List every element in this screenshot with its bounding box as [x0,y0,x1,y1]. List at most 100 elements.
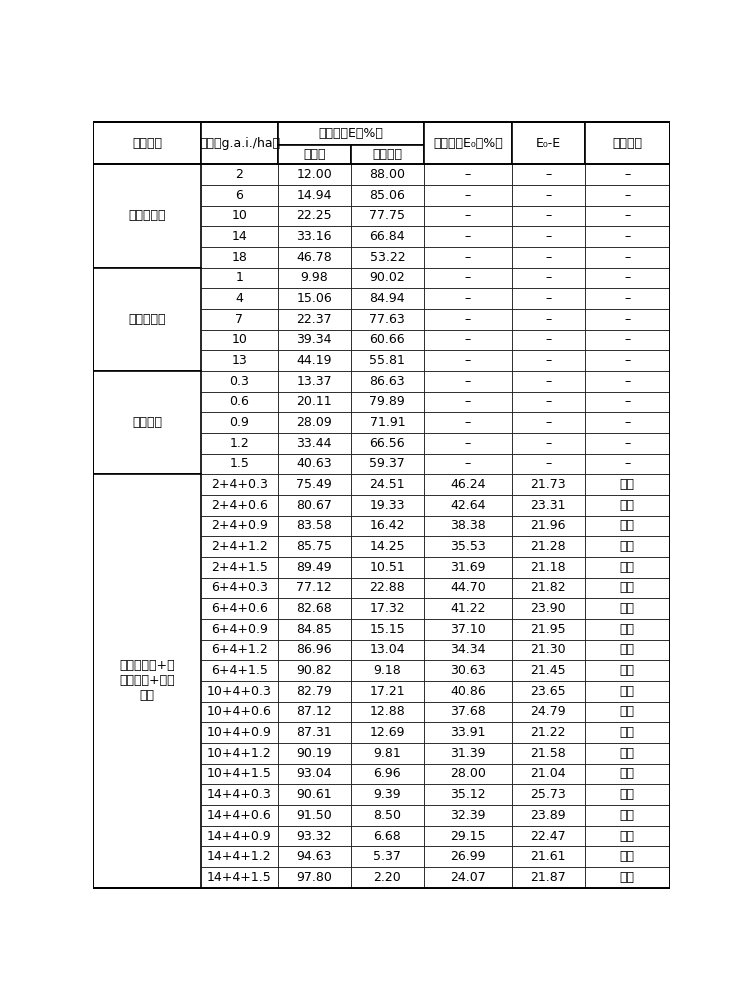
Text: 2+4+0.3: 2+4+0.3 [211,478,268,491]
Text: –: – [465,230,471,243]
Bar [278,226,350,247]
Text: 38.38: 38.38 [450,519,486,532]
Text: 87.12: 87.12 [296,705,332,718]
Bar [424,743,512,764]
Bar [424,867,512,888]
Bar [278,309,350,330]
Text: 增效: 增效 [620,767,635,780]
Bar [424,516,512,536]
Text: 13.37: 13.37 [296,375,332,388]
Bar [424,350,512,371]
Bar [424,309,512,330]
Bar [202,185,278,206]
Text: 2.20: 2.20 [373,871,401,884]
Text: 24.79: 24.79 [530,705,566,718]
Text: 增效: 增效 [620,499,635,512]
Text: 增效: 增效 [620,830,635,843]
Bar [202,454,278,474]
Text: 2+4+0.6: 2+4+0.6 [211,499,268,512]
Text: –: – [465,251,471,264]
Bar [278,784,350,805]
Bar [424,288,512,309]
Text: 21.87: 21.87 [530,871,566,884]
Bar [278,722,350,743]
Text: 10+4+0.9: 10+4+0.9 [207,726,272,739]
Text: 苯呃唆草酮: 苯呃唆草酮 [129,313,166,326]
Bar [202,805,278,826]
Bar [202,122,278,164]
Bar [424,764,512,784]
Text: 33.91: 33.91 [450,726,486,739]
Bar [512,206,585,226]
Text: –: – [465,375,471,388]
Text: 33.16: 33.16 [296,230,332,243]
Bar [202,330,278,350]
Text: 24.51: 24.51 [370,478,405,491]
Bar [350,867,424,888]
Text: 增效: 增效 [620,478,635,491]
Bar [424,474,512,495]
Text: 35.53: 35.53 [450,540,486,553]
Text: 增效: 增效 [620,850,635,863]
Text: 增效: 增效 [620,540,635,553]
Bar [278,371,350,392]
Bar [202,784,278,805]
Text: –: – [624,416,630,429]
Text: 21.95: 21.95 [530,623,566,636]
Bar [278,702,350,722]
Bar [512,764,585,784]
Bar [585,516,670,536]
Bar [202,206,278,226]
Text: 协同效应: 协同效应 [612,137,642,150]
Bar [202,578,278,598]
Text: 91.50: 91.50 [296,809,332,822]
Text: 1.2: 1.2 [230,437,249,450]
Bar [278,164,350,185]
Text: 14+4+0.3: 14+4+0.3 [207,788,272,801]
Text: –: – [624,375,630,388]
Text: 10.51: 10.51 [370,561,405,574]
Text: 21.22: 21.22 [530,726,566,739]
Bar [585,412,670,433]
Bar [585,867,670,888]
Text: 14+4+1.5: 14+4+1.5 [207,871,272,884]
Bar [585,619,670,640]
Text: 21.73: 21.73 [530,478,566,491]
Text: 14.25: 14.25 [370,540,405,553]
Bar [424,495,512,516]
Text: –: – [545,230,551,243]
Bar [585,598,670,619]
Bar [202,557,278,578]
Text: –: – [545,251,551,264]
Text: 94.63: 94.63 [296,850,332,863]
Bar [350,826,424,846]
Bar [424,598,512,619]
Text: 23.31: 23.31 [530,499,566,512]
Text: –: – [545,189,551,202]
Text: 6+4+0.9: 6+4+0.9 [211,623,268,636]
Text: 88.00: 88.00 [369,168,405,181]
Text: 40.86: 40.86 [450,685,486,698]
Text: –: – [545,292,551,305]
Text: 22.88: 22.88 [370,581,405,594]
Bar [585,681,670,702]
Text: 9.81: 9.81 [373,747,401,760]
Text: 80.67: 80.67 [296,499,332,512]
Bar [424,247,512,268]
Bar [202,702,278,722]
Bar [350,598,424,619]
Text: 29.15: 29.15 [450,830,486,843]
Bar [350,846,424,867]
Text: –: – [624,437,630,450]
Bar [585,702,670,722]
Text: 12.88: 12.88 [370,705,405,718]
Bar [278,557,350,578]
Text: 增效: 增效 [620,705,635,718]
Bar [202,433,278,454]
Text: 2+4+0.9: 2+4+0.9 [211,519,268,532]
Bar [512,578,585,598]
Bar [350,309,424,330]
Bar [512,122,585,164]
Text: –: – [465,189,471,202]
Text: 34.34: 34.34 [450,643,486,656]
